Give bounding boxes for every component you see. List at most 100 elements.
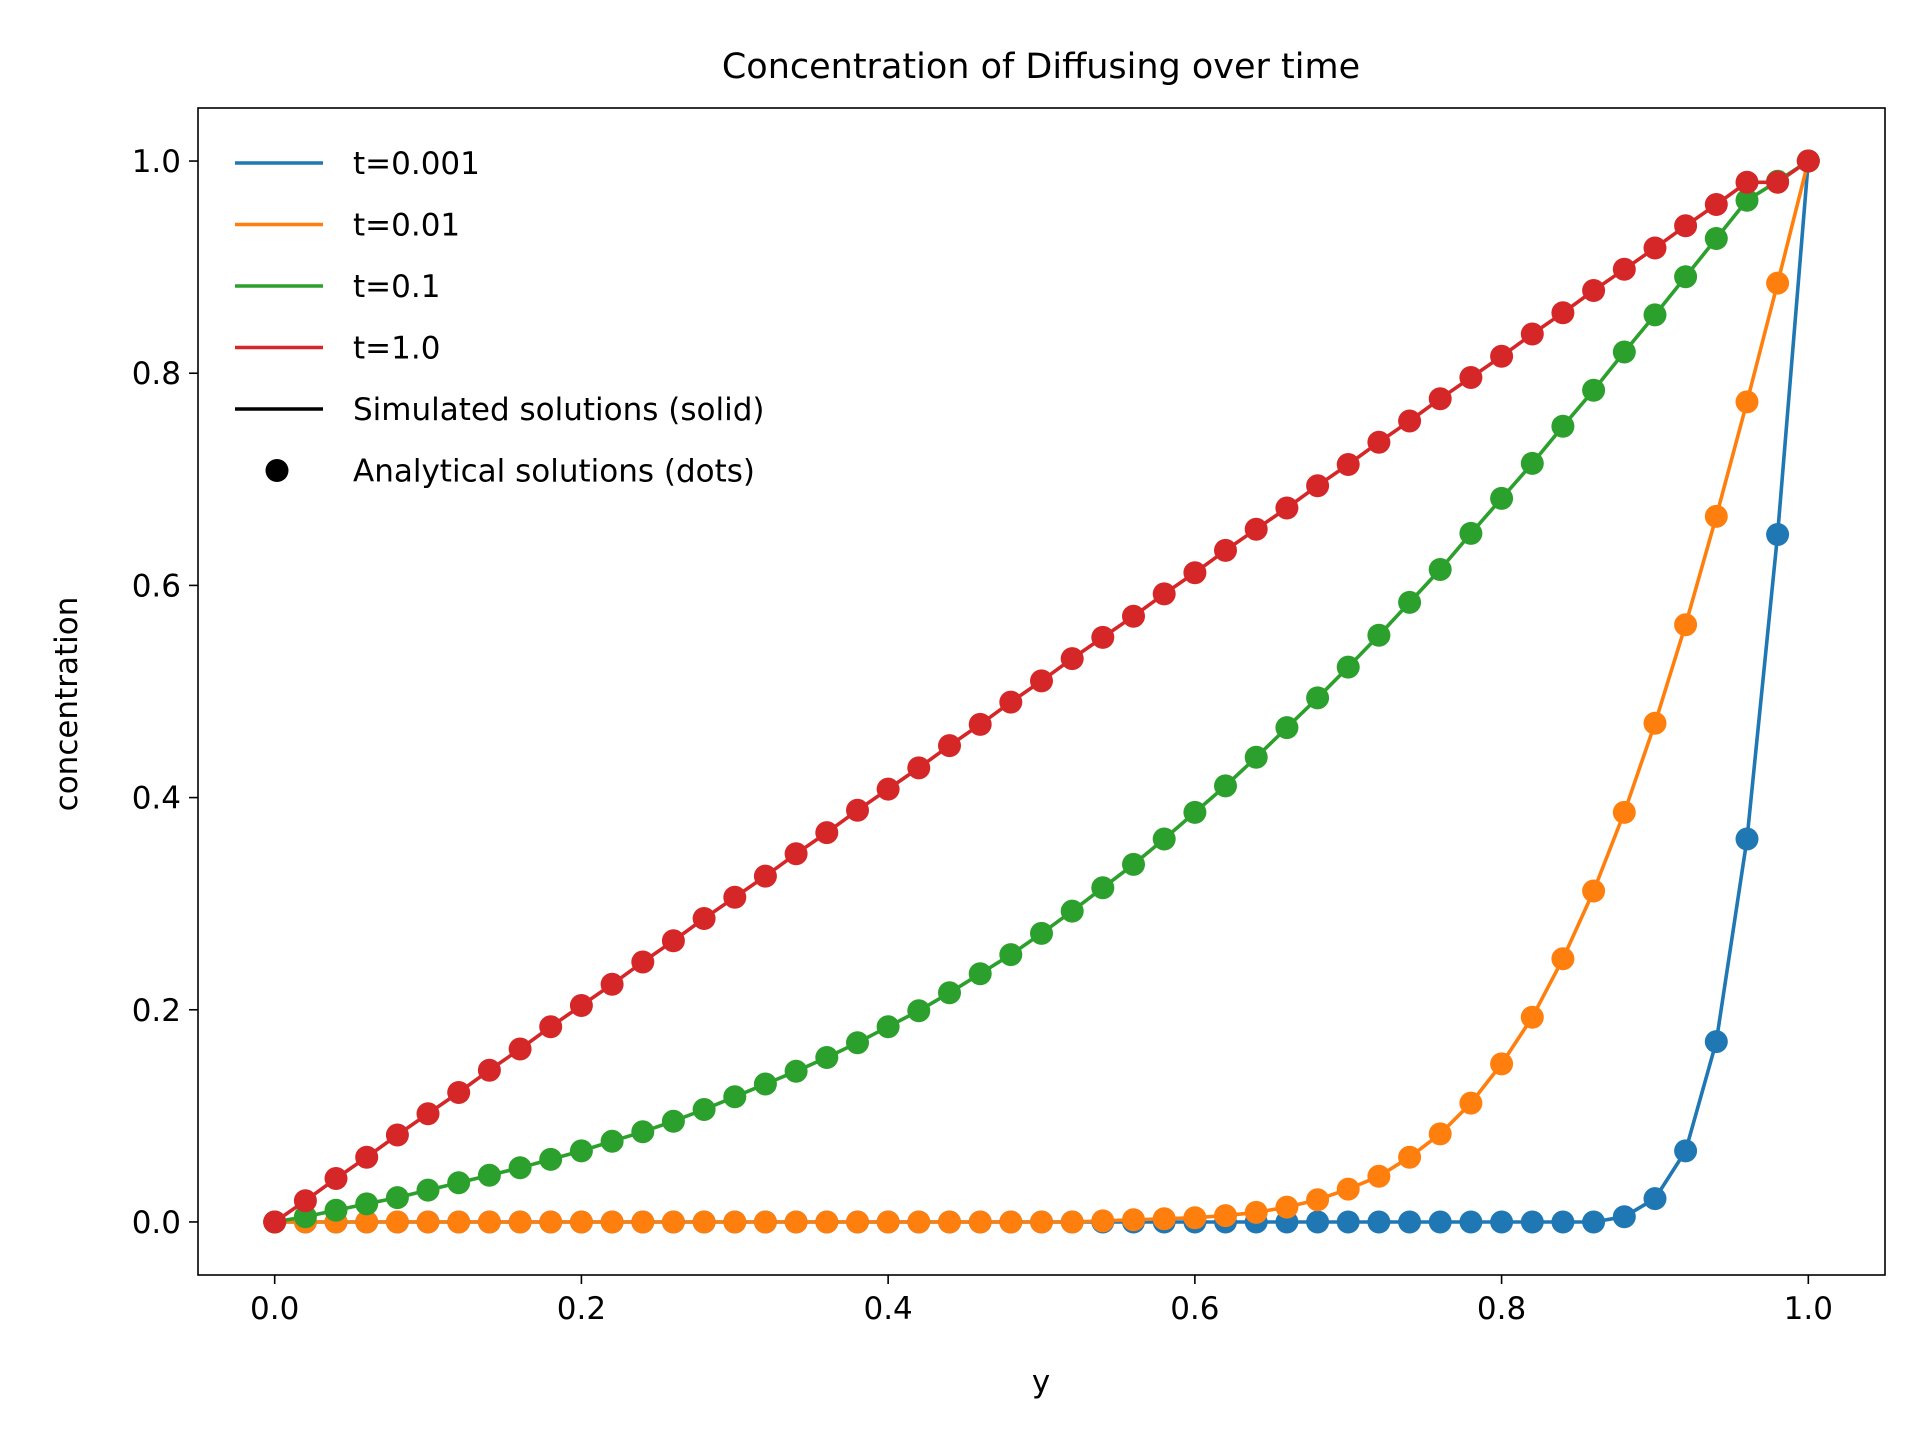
data-point-t=0.01 bbox=[631, 1210, 655, 1234]
data-point-t=0.001 bbox=[1766, 523, 1790, 546]
data-point-t=1.0 bbox=[1704, 193, 1728, 216]
data-point-t=0.1 bbox=[539, 1147, 563, 1171]
data-point-t=1.0 bbox=[876, 777, 900, 801]
data-point-t=0.1 bbox=[968, 962, 992, 986]
data-point-t=0.01 bbox=[1612, 800, 1636, 824]
data-point-t=0.01 bbox=[938, 1210, 961, 1234]
data-point-t=1.0 bbox=[477, 1058, 501, 1082]
data-point-t=1.0 bbox=[539, 1015, 563, 1039]
data-point-t=0.01 bbox=[355, 1210, 379, 1234]
legend-label: t=0.001 bbox=[353, 146, 480, 182]
data-point-t=0.1 bbox=[508, 1156, 532, 1180]
data-point-t=0.001 bbox=[1643, 1187, 1667, 1211]
data-point-t=0.01 bbox=[1306, 1188, 1330, 1212]
chart-title: Concentration of Diffusing over time bbox=[722, 47, 1360, 87]
x-tick-label: 0.2 bbox=[557, 1291, 606, 1327]
data-point-t=1.0 bbox=[1735, 170, 1759, 194]
data-point-t=1.0 bbox=[1275, 496, 1299, 520]
data-point-t=0.01 bbox=[1030, 1210, 1053, 1234]
y-axis-label: concentration bbox=[49, 597, 85, 812]
data-point-t=1.0 bbox=[1152, 582, 1176, 606]
data-point-t=1.0 bbox=[1367, 430, 1391, 454]
x-axis-label: y bbox=[1032, 1364, 1050, 1400]
data-point-t=0.1 bbox=[631, 1120, 655, 1144]
data-point-t=0.1 bbox=[1428, 558, 1452, 581]
data-point-t=1.0 bbox=[355, 1145, 379, 1169]
legend-label: t=0.01 bbox=[353, 208, 460, 244]
data-point-t=1.0 bbox=[846, 798, 869, 822]
y-tick-label: 0.0 bbox=[132, 1205, 181, 1241]
data-point-t=1.0 bbox=[1122, 604, 1145, 628]
data-point-t=1.0 bbox=[1551, 301, 1575, 325]
data-point-t=0.1 bbox=[1091, 876, 1115, 900]
data-point-t=0.01 bbox=[1674, 613, 1698, 637]
data-point-t=0.01 bbox=[1275, 1195, 1299, 1219]
data-point-t=0.1 bbox=[692, 1098, 716, 1121]
data-point-t=0.1 bbox=[1551, 414, 1575, 438]
data-point-t=0.1 bbox=[1183, 800, 1207, 824]
data-point-t=1.0 bbox=[1612, 257, 1636, 281]
data-point-t=0.1 bbox=[1244, 745, 1268, 769]
data-point-t=0.1 bbox=[846, 1031, 869, 1055]
data-point-t=0.01 bbox=[539, 1210, 563, 1234]
data-point-t=0.1 bbox=[1060, 899, 1084, 923]
data-point-t=0.1 bbox=[1306, 686, 1330, 710]
data-point-t=0.01 bbox=[999, 1210, 1023, 1234]
data-point-t=0.1 bbox=[1735, 188, 1759, 212]
data-point-t=0.01 bbox=[1336, 1177, 1360, 1201]
data-point-t=0.01 bbox=[1582, 879, 1606, 903]
data-point-t=0.01 bbox=[1398, 1145, 1422, 1169]
y-tick-label: 0.8 bbox=[132, 356, 181, 392]
data-point-t=0.1 bbox=[907, 999, 931, 1023]
data-point-t=0.1 bbox=[416, 1178, 440, 1202]
data-point-t=0.001 bbox=[1735, 827, 1759, 851]
y-tick-label: 0.6 bbox=[132, 568, 181, 604]
data-point-t=0.001 bbox=[1582, 1210, 1606, 1234]
data-point-t=0.1 bbox=[1520, 451, 1544, 475]
data-point-t=1.0 bbox=[1766, 170, 1790, 194]
data-point-t=0.1 bbox=[1152, 827, 1176, 851]
data-point-t=1.0 bbox=[447, 1081, 471, 1104]
data-point-t=0.01 bbox=[1428, 1122, 1452, 1146]
legend: t=0.001 t=0.01 t=0.1 t=1.0 Simulated solutio… bbox=[235, 146, 764, 490]
data-point-t=0.1 bbox=[1490, 486, 1514, 510]
x-tick-label: 0.8 bbox=[1477, 1291, 1526, 1327]
data-point-t=0.1 bbox=[1704, 227, 1728, 250]
data-point-t=0.01 bbox=[416, 1210, 440, 1234]
data-point-t=0.1 bbox=[999, 943, 1023, 967]
legend-label: t=1.0 bbox=[353, 331, 440, 367]
data-point-t=1.0 bbox=[692, 907, 716, 930]
data-point-t=0.1 bbox=[1336, 655, 1360, 679]
data-point-t=0.1 bbox=[1122, 852, 1145, 876]
data-point-t=0.01 bbox=[385, 1210, 409, 1234]
data-point-t=1.0 bbox=[1091, 625, 1115, 649]
plot-area bbox=[263, 149, 1820, 1234]
data-point-t=0.01 bbox=[1520, 1005, 1544, 1029]
data-point-t=0.1 bbox=[1398, 590, 1422, 614]
data-point-t=0.1 bbox=[569, 1139, 593, 1163]
data-point-t=0.01 bbox=[723, 1210, 747, 1234]
data-point-t=1.0 bbox=[815, 821, 839, 845]
legend-marker-dot bbox=[265, 459, 289, 482]
data-point-t=0.001 bbox=[1612, 1205, 1636, 1229]
data-point-t=0.1 bbox=[938, 981, 961, 1005]
data-point-t=0.01 bbox=[569, 1210, 593, 1234]
data-point-t=0.01 bbox=[1122, 1208, 1145, 1232]
data-point-t=0.01 bbox=[477, 1210, 501, 1234]
y-tick-label: 0.4 bbox=[132, 781, 181, 817]
data-point-t=1.0 bbox=[385, 1123, 409, 1147]
x-tick-label: 0.4 bbox=[863, 1291, 912, 1327]
data-point-t=1.0 bbox=[324, 1167, 348, 1190]
data-point-t=0.01 bbox=[968, 1210, 992, 1234]
x-tick-label: 0.6 bbox=[1170, 1291, 1219, 1327]
data-point-t=1.0 bbox=[938, 734, 961, 758]
data-point-t=1.0 bbox=[1582, 279, 1606, 302]
data-point-t=1.0 bbox=[1459, 366, 1483, 389]
data-point-t=1.0 bbox=[1490, 344, 1514, 368]
data-point-t=0.001 bbox=[1490, 1210, 1514, 1234]
data-point-t=0.1 bbox=[1367, 623, 1391, 647]
data-point-t=0.01 bbox=[1766, 271, 1790, 295]
data-point-t=0.01 bbox=[753, 1210, 777, 1234]
data-point-t=0.01 bbox=[846, 1210, 869, 1234]
legend-label: t=0.1 bbox=[353, 269, 440, 305]
